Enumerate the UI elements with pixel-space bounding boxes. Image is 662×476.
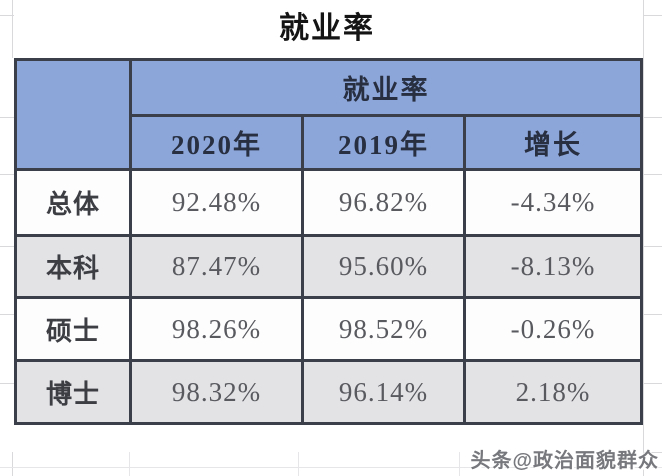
- cell-value-growth: -4.34%: [463, 168, 643, 237]
- gridline-bottom-stub-2: [298, 452, 299, 476]
- cell-value-2020: 87.47%: [129, 234, 304, 299]
- cell-value-2019: 95.60%: [301, 234, 466, 299]
- cell-value-2019: 98.52%: [301, 296, 466, 362]
- cell-value-growth: -0.26%: [463, 296, 643, 362]
- cell-value-2019: 96.14%: [301, 359, 466, 425]
- gridline-bottom-horizontal: [0, 467, 662, 468]
- employment-rate-table: 就业率 2020年 2019年 增长 总体 92.48% 96.82% -4.3…: [14, 58, 643, 425]
- column-header-2020: 2020年: [129, 114, 304, 171]
- gridline-right-vertical: [643, 0, 644, 476]
- row-label: 博士: [14, 359, 132, 425]
- table-row-master: 硕士 98.26% 98.52% -0.26%: [14, 296, 643, 362]
- row-label: 总体: [14, 168, 132, 237]
- corner-cell: [14, 58, 132, 171]
- gridline-right-h5: [643, 314, 662, 315]
- gridline-left-h1: [0, 15, 14, 16]
- gridline-left-h6: [0, 383, 14, 384]
- gridline-right-h7: [643, 452, 662, 453]
- gridline-bottom-stub-1: [129, 452, 130, 476]
- gridline-left-vertical-bottom: [12, 452, 13, 476]
- page-title: 就业率: [279, 12, 375, 45]
- gridline-left-h2: [0, 117, 14, 118]
- gridline-left-h5: [0, 314, 14, 315]
- cell-value-growth: -8.13%: [463, 234, 643, 299]
- gridline-right-h3: [643, 174, 662, 175]
- gridline-left-h4: [0, 246, 14, 247]
- gridline-left-vertical-top: [12, 0, 13, 58]
- cell-value-2020: 98.26%: [129, 296, 304, 362]
- group-header-employment-rate: 就业率: [129, 58, 643, 117]
- gridline-bottom-stub-3: [459, 452, 460, 476]
- gridline-left-h3: [0, 174, 14, 175]
- cell-value-2020: 98.32%: [129, 359, 304, 425]
- column-header-2019: 2019年: [301, 114, 466, 171]
- gridline-right-h2: [643, 117, 662, 118]
- row-label: 硕士: [14, 296, 132, 362]
- gridline-right-h1: [643, 15, 662, 16]
- table-row-doctor: 博士 98.32% 96.14% 2.18%: [14, 359, 643, 425]
- table-row-undergraduate: 本科 87.47% 95.60% -8.13%: [14, 234, 643, 299]
- row-label: 本科: [14, 234, 132, 299]
- gridline-right-h4: [643, 246, 662, 247]
- gridline-right-h6: [643, 383, 662, 384]
- cell-value-2019: 96.82%: [301, 168, 466, 237]
- toutiao-watermark: 头条@政治面貌群众: [470, 450, 659, 472]
- cell-value-growth: 2.18%: [463, 359, 643, 425]
- table-row-overall: 总体 92.48% 96.82% -4.34%: [14, 168, 643, 237]
- column-header-growth: 增长: [463, 114, 643, 171]
- cell-value-2020: 92.48%: [129, 168, 304, 237]
